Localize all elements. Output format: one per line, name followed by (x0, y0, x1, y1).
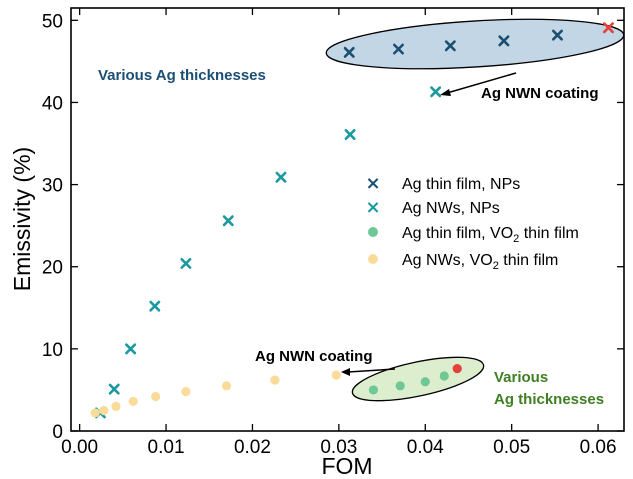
ag-nwn-coating-arrow-top (446, 72, 517, 94)
series-1-point-8 (430, 86, 442, 98)
legend-label-ag-nws-vo2-main: Ag NWs, VO (402, 252, 493, 269)
various-ag-thicknesses-label: Various Ag thicknesses (98, 67, 266, 84)
series-0-point-1 (392, 43, 404, 55)
legend-marker-ag-thin-film-vo2 (368, 227, 378, 237)
series-1-point-6 (275, 171, 287, 183)
series-3-point-7 (270, 375, 280, 385)
series-3-point-0 (90, 408, 100, 418)
y-tick-label-5: 50 (42, 11, 63, 32)
ag-nwn-coating-label-top: Ag NWN coating (481, 85, 599, 102)
series-1-point-7 (344, 128, 356, 140)
ag-nwn-coating-arrowhead-top (440, 89, 451, 96)
series-3-point-6 (221, 381, 232, 391)
various-label-green: Various (494, 369, 548, 386)
x-axis-title: FOM (321, 453, 372, 479)
y-tick-label-3: 30 (42, 176, 63, 197)
series-2-point-1 (395, 381, 405, 391)
legend-label-ag-nws-nps: Ag NWs, NPs (402, 200, 500, 217)
legend: × Ag thin film, NPs × Ag NWs, NPs Ag thi… (365, 173, 578, 272)
legend-label-ag-nws-vo2-suffix: thin film (499, 252, 559, 269)
series-0-point-4 (551, 29, 563, 41)
legend-label-ag-thin-film-vo2-main: Ag thin film, VO (402, 225, 513, 242)
legend-marker-ag-nws-nps: × (365, 197, 380, 218)
x-tick-label-4: 0.04 (407, 437, 444, 458)
y-tick-label-1: 10 (42, 340, 63, 361)
series-3-point-1 (99, 405, 109, 416)
y-tick-label-2: 20 (42, 258, 63, 279)
series-1-point-1 (108, 383, 120, 395)
highlight-point-0 (602, 22, 614, 34)
ag-nwn-coating-arrowhead-bottom (341, 368, 350, 376)
series-3-point-4 (151, 391, 161, 402)
legend-label-ag-nws-vo2-sub: 2 (493, 260, 499, 272)
x-tick-label-2: 0.02 (234, 437, 271, 458)
legend-marker-ag-thin-film-nps: × (365, 173, 380, 194)
legend-label-ag-nws-vo2: Ag NWs, VO2 thin film (402, 252, 558, 272)
series-1-point-3 (149, 300, 161, 312)
series-1-point-5 (222, 215, 234, 227)
x-tick-label-0: 0.00 (61, 437, 98, 458)
legend-label-ag-thin-film-vo2-suffix: thin film (519, 225, 579, 242)
ag-thicknesses-label-green: Ag thicknesses (494, 391, 604, 408)
x-tick-label-6: 0.06 (580, 437, 617, 458)
series-3-point-5 (181, 386, 191, 397)
y-tick-label-4: 40 (42, 93, 63, 114)
series-0-point-0 (343, 46, 355, 58)
x-tick-label-1: 0.01 (148, 437, 185, 458)
series-2-point-2 (420, 377, 430, 387)
y-axis-title: Emissivity (%) (9, 147, 35, 291)
series-0-point-3 (498, 35, 510, 47)
series-1-point-2 (125, 343, 137, 355)
thin-film-highlight-ellipse (325, 18, 625, 70)
x-tick-label-3: 0.03 (320, 437, 357, 458)
series-3-point-3 (128, 396, 138, 407)
legend-label-ag-thin-film-nps: Ag thin film, NPs (402, 176, 520, 193)
highlight-point-1 (452, 363, 462, 374)
legend-label-ag-thin-film-vo2-sub: 2 (513, 233, 519, 245)
plot-frame (70, 7, 625, 432)
legend-label-ag-thin-film-vo2: Ag thin film, VO2 thin film (402, 225, 579, 245)
ag-nwn-coating-label-bottom: Ag NWN coating (255, 348, 373, 365)
y-tick-label-0: 0 (52, 422, 63, 443)
series-1-point-4 (180, 257, 192, 269)
series-2-point-3 (439, 371, 449, 381)
series-0-point-2 (444, 40, 456, 52)
series-3-point-8 (331, 370, 341, 380)
series-2-point-0 (368, 385, 379, 395)
series-3-point-2 (111, 401, 121, 411)
legend-marker-ag-nws-vo2 (368, 254, 378, 264)
x-tick-label-5: 0.05 (493, 437, 530, 458)
ag-nwn-coating-arrow-bottom (347, 368, 396, 373)
vo2-highlight-ellipse (351, 356, 485, 402)
